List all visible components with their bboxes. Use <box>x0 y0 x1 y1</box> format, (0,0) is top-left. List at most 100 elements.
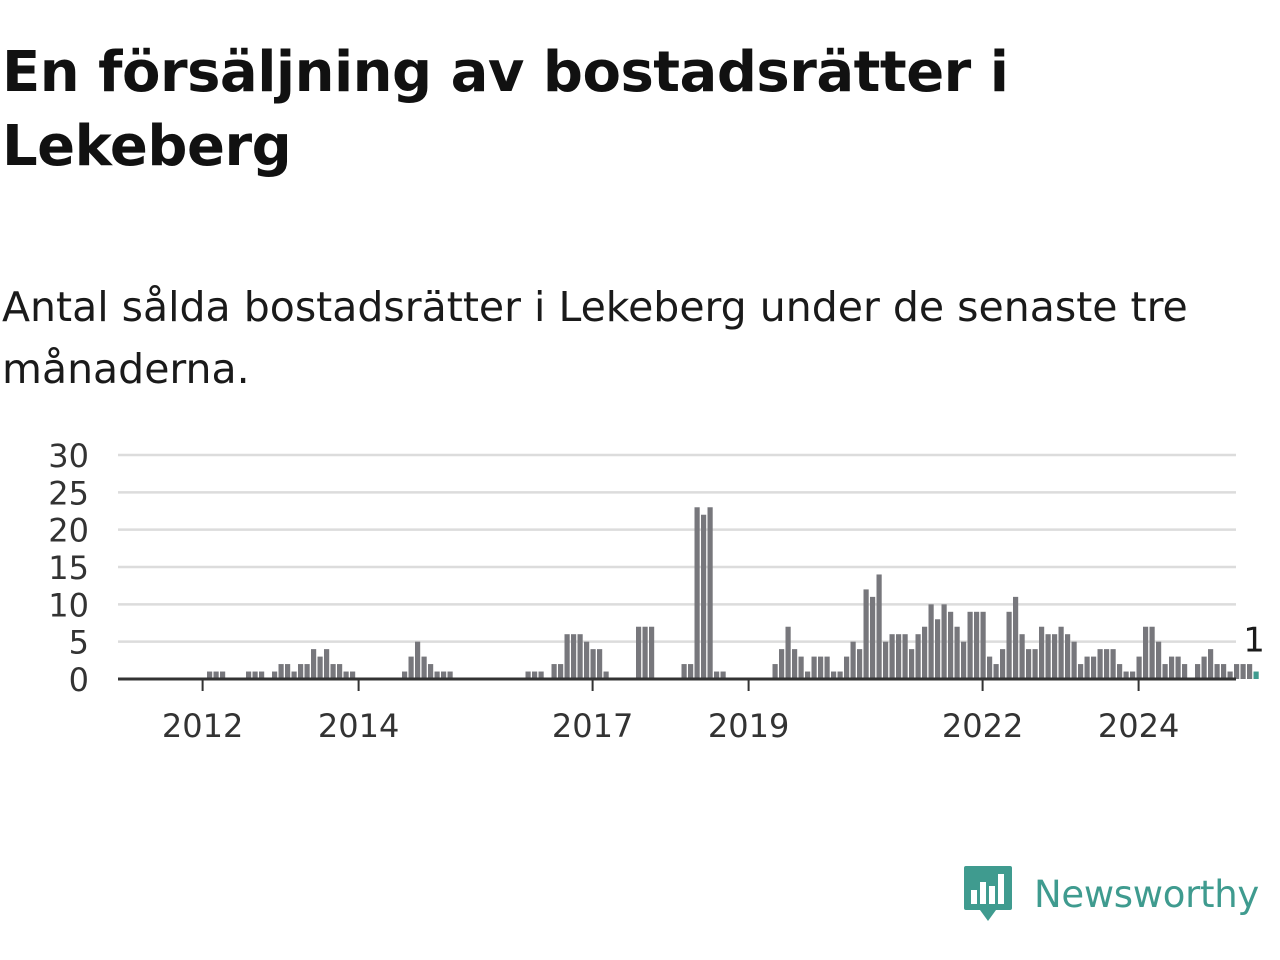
bar <box>915 634 921 679</box>
bar <box>681 664 687 679</box>
bar <box>1104 649 1110 679</box>
bar <box>246 671 252 679</box>
bar <box>1052 634 1058 679</box>
bar <box>298 664 304 679</box>
bar <box>285 664 291 679</box>
bar <box>207 671 213 679</box>
x-tick-label: 2024 <box>1098 707 1179 745</box>
last-value-label: 1 <box>1243 621 1265 661</box>
bar <box>642 626 648 679</box>
bar <box>974 611 980 679</box>
bar <box>324 649 330 679</box>
bar <box>350 671 356 679</box>
bar <box>1006 611 1012 679</box>
bar <box>941 604 947 679</box>
y-tick-label: 30 <box>48 437 89 475</box>
bar <box>1240 664 1246 679</box>
bar <box>1071 641 1077 679</box>
bar <box>252 671 258 679</box>
bar <box>428 664 434 679</box>
bar <box>1234 664 1240 679</box>
bar <box>928 604 934 679</box>
bar <box>603 671 609 679</box>
bar <box>1110 649 1116 679</box>
x-tick-label: 2022 <box>942 707 1023 745</box>
bar <box>584 641 590 679</box>
x-tick-label: 2014 <box>318 707 399 745</box>
bar <box>571 634 577 679</box>
bar <box>1221 664 1227 679</box>
bar <box>291 671 297 679</box>
bar <box>525 671 531 679</box>
bar <box>1247 664 1253 679</box>
bar <box>317 656 323 679</box>
bar <box>1039 626 1045 679</box>
bar <box>694 507 700 679</box>
bar <box>434 671 440 679</box>
bar <box>993 664 999 679</box>
y-tick-label: 0 <box>69 661 89 699</box>
bar <box>1208 649 1214 679</box>
logo-text: Newsworthy <box>1034 872 1259 916</box>
chart-subtitle: Antal sålda bostadsrätter i Lekeberg und… <box>2 283 1188 393</box>
bar <box>1058 626 1064 679</box>
bar <box>1045 634 1051 679</box>
bar <box>447 671 453 679</box>
bar <box>876 574 882 679</box>
bar <box>1078 664 1084 679</box>
x-axis-ticks: 2012 2014 2017 2019 2022 2024 <box>162 679 1179 745</box>
bar <box>1195 664 1201 679</box>
bar <box>688 664 694 679</box>
bar <box>213 671 219 679</box>
bar <box>779 649 785 679</box>
bar <box>1084 656 1090 679</box>
bar <box>961 641 967 679</box>
x-tick-label: 2017 <box>552 707 633 745</box>
bar <box>772 664 778 679</box>
chart-title: En försäljning av bostadsrätter i Lekebe… <box>2 40 1009 179</box>
bar <box>311 649 317 679</box>
bar <box>902 634 908 679</box>
bar <box>1156 641 1162 679</box>
bar <box>811 656 817 679</box>
bar <box>590 649 596 679</box>
bar <box>337 664 343 679</box>
bar <box>798 656 804 679</box>
bar <box>1013 596 1019 679</box>
bar <box>558 664 564 679</box>
bar <box>343 671 349 679</box>
bars <box>207 507 1259 679</box>
bar <box>421 656 427 679</box>
y-tick-label: 10 <box>48 586 89 624</box>
bar <box>954 626 960 679</box>
y-tick-label: 25 <box>48 474 89 512</box>
bar <box>701 514 707 679</box>
grid-lines <box>118 453 1236 643</box>
bar <box>577 634 583 679</box>
bar <box>785 626 791 679</box>
bar <box>649 626 655 679</box>
bar <box>1162 664 1168 679</box>
bar <box>792 649 798 679</box>
bar <box>883 641 889 679</box>
bar <box>441 671 447 679</box>
bar <box>707 507 713 679</box>
bar <box>896 634 902 679</box>
bar <box>551 664 557 679</box>
bar <box>935 619 941 679</box>
bar <box>714 671 720 679</box>
bar <box>272 671 278 679</box>
bar <box>1019 634 1025 679</box>
bar <box>1032 649 1038 679</box>
bar <box>1149 626 1155 679</box>
bar <box>330 664 336 679</box>
bar <box>220 671 226 679</box>
bar <box>850 641 856 679</box>
bar <box>720 671 726 679</box>
bar <box>909 649 915 679</box>
bar <box>1000 649 1006 679</box>
annotations: 1 <box>1243 621 1265 661</box>
bar <box>805 671 811 679</box>
